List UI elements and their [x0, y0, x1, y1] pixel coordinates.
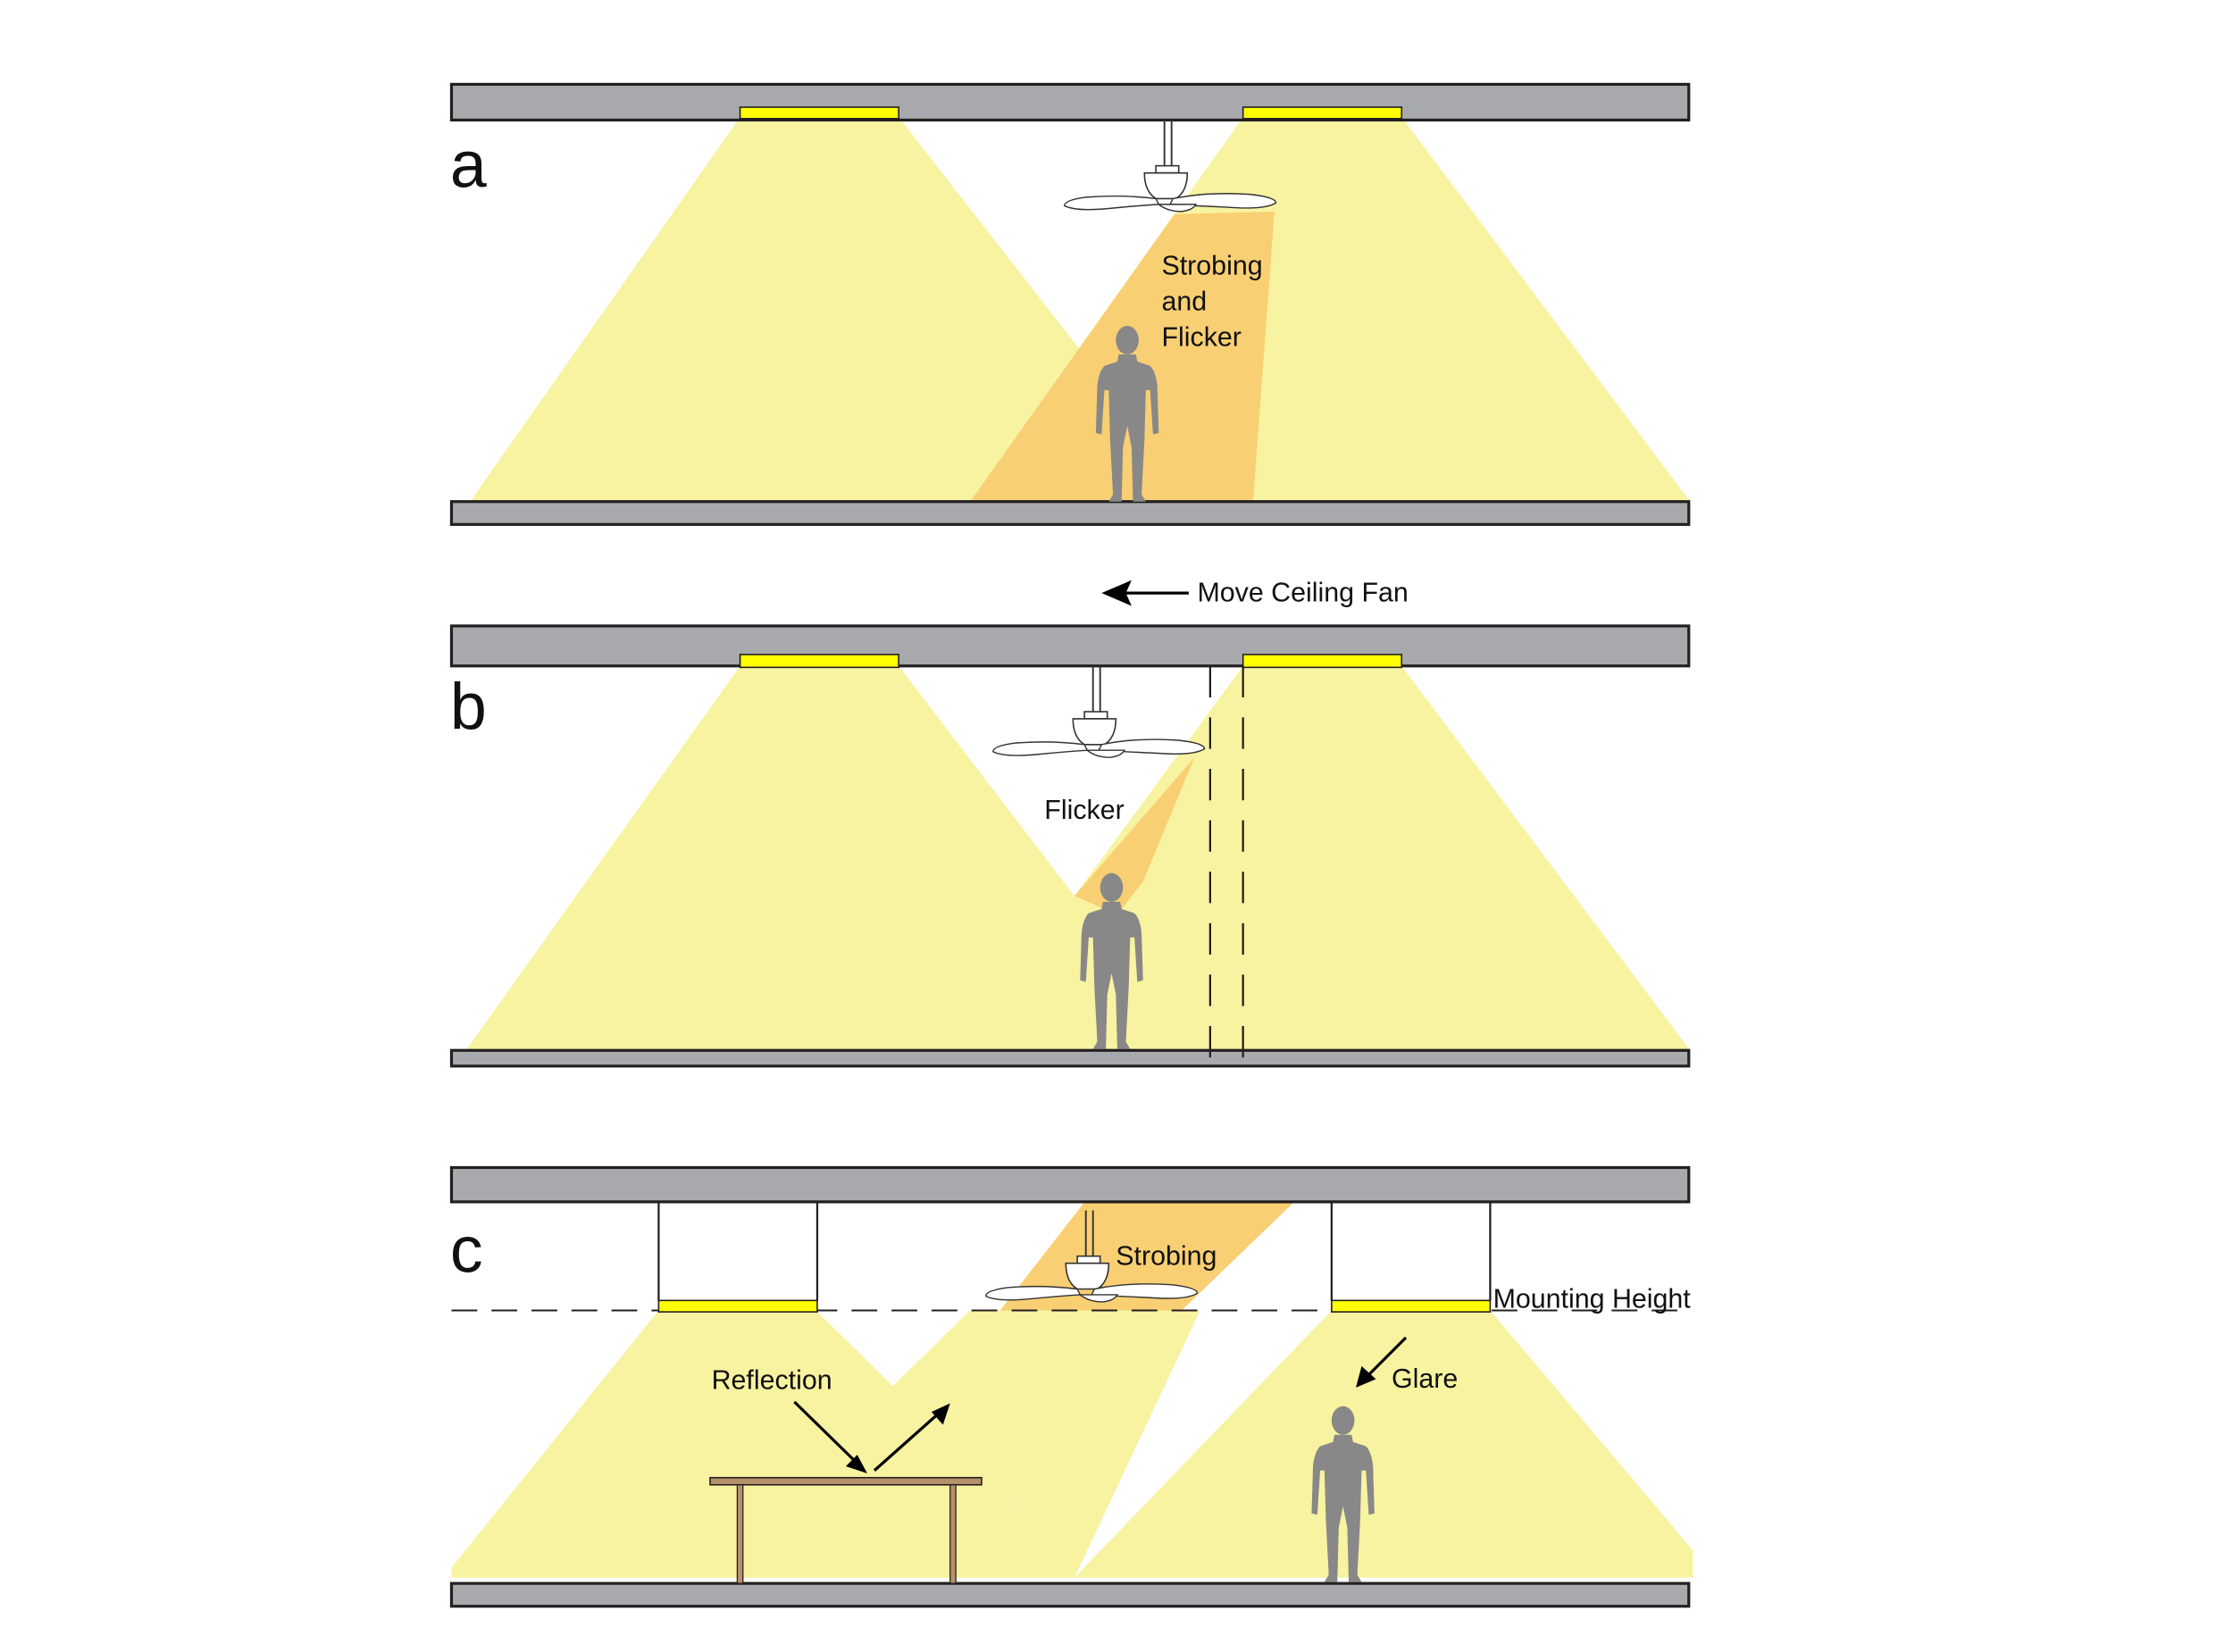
light-fixture: [1242, 106, 1403, 120]
glare-arrow-icon: [1356, 1336, 1408, 1388]
light-fixture: [1331, 1299, 1492, 1313]
ceiling-slab: [449, 82, 1691, 122]
light-fixture: [1242, 654, 1403, 669]
floor-slab: [449, 1048, 1691, 1068]
panel-letter: b: [450, 669, 487, 743]
panel-b: b Flicker Move Ceiling Fan: [449, 578, 1691, 1068]
fan-shadow-flicker: [1074, 757, 1195, 915]
reflection-arrow-icon: [793, 1400, 950, 1473]
light-cone-left: [470, 117, 1086, 502]
arrow-icon: [1101, 580, 1189, 606]
ceiling-slab: [449, 624, 1691, 668]
table-icon: [709, 1476, 983, 1584]
flicker-label: Flicker: [1044, 795, 1124, 825]
panel-letter: a: [450, 128, 487, 202]
floor-slab: [449, 1581, 1691, 1608]
light-fixture: [739, 106, 899, 120]
ceiling-slab: [449, 1165, 1691, 1204]
light-cone-left: [465, 665, 1691, 1051]
panel-a: a Strobing and Flicker: [449, 82, 1691, 526]
strobing-flicker-label-line3: Flicker: [1161, 321, 1241, 352]
strobing-flicker-label-line2: and: [1161, 286, 1207, 316]
light-fixture: [739, 654, 899, 669]
mounting-height-label: Mounting Height: [1493, 1283, 1692, 1314]
glare-label: Glare: [1392, 1364, 1458, 1394]
light-cone-left-lower: [451, 1310, 1075, 1578]
strobing-flicker-label-line1: Strobing: [1161, 250, 1262, 280]
ceiling-fan-icon: [991, 664, 1206, 759]
light-fixture: [657, 1299, 818, 1313]
reflection-label: Reflection: [712, 1365, 832, 1396]
strobing-label: Strobing: [1116, 1240, 1217, 1271]
floor-slab: [449, 500, 1691, 526]
light-cone-right: [1074, 1310, 1693, 1578]
move-ceiling-fan-label: Move Ceiling Fan: [1197, 578, 1408, 608]
panel-letter: c: [450, 1212, 483, 1286]
panel-c: c Strobing Mounting Height Reflection Gl…: [449, 1165, 1693, 1608]
